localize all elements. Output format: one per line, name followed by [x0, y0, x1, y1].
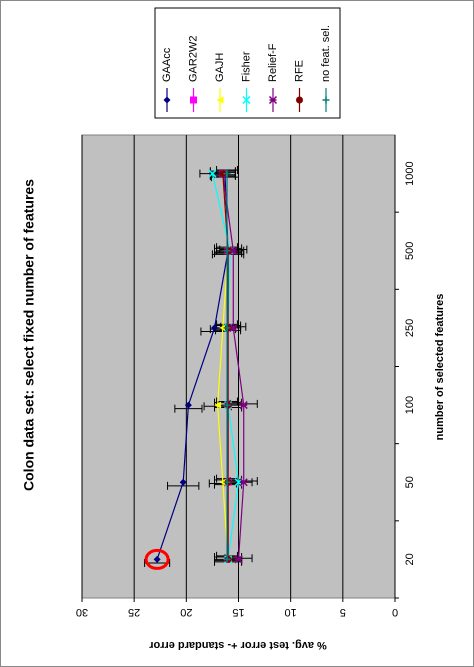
legend-label: GAJH — [214, 53, 226, 82]
y-tick-label: 5 — [340, 606, 346, 618]
x-tick-label: 250 — [404, 319, 416, 337]
marker — [223, 555, 231, 563]
legend-label: no feat. sel. — [320, 25, 332, 82]
highlight-circle — [144, 548, 170, 570]
marker — [190, 96, 197, 104]
marker — [219, 324, 227, 332]
y-tick-label: 20 — [180, 606, 192, 618]
y-tick-label: 25 — [128, 606, 140, 618]
marker — [208, 169, 217, 178]
y-tick-label: 15 — [232, 606, 244, 618]
series-line — [222, 173, 245, 560]
x-tick-label: 500 — [404, 242, 416, 260]
legend-box — [154, 7, 341, 119]
y-axis-title: % avg. test error +- standard error — [148, 639, 326, 651]
x-tick-label: 100 — [404, 396, 416, 414]
marker — [153, 555, 161, 563]
marker — [223, 478, 231, 486]
marker — [179, 478, 187, 486]
rotated-chart: Colon data set: select fixed number of f… — [21, 7, 446, 651]
marker — [234, 555, 243, 564]
x-tick-label: 20 — [404, 553, 416, 565]
error-bar — [167, 481, 200, 490]
marker — [268, 95, 278, 105]
legend-label: RFE — [293, 60, 305, 82]
marker — [219, 478, 227, 486]
legend-label: Relief-F — [267, 43, 279, 82]
x-tick-label: 50 — [404, 476, 416, 488]
marker — [242, 95, 251, 105]
chart-title: Colon data set: select fixed number of f… — [21, 179, 37, 491]
legend-label: GAR2W2 — [187, 36, 199, 82]
marker — [219, 170, 227, 178]
marker — [216, 96, 224, 104]
marker — [214, 401, 222, 409]
marker — [239, 401, 248, 410]
marker — [223, 324, 231, 332]
y-tick-label: 0 — [392, 606, 398, 618]
error-bar — [144, 559, 171, 568]
y-tick-label: 30 — [76, 606, 88, 618]
y-tick-label: 10 — [285, 606, 297, 618]
marker — [322, 96, 330, 104]
marker — [296, 96, 303, 104]
marker — [223, 170, 231, 178]
marker — [211, 324, 219, 332]
marker — [163, 96, 171, 104]
x-tick-label: 1000 — [404, 161, 416, 185]
marker — [239, 478, 248, 487]
x-axis-title: number of selected features — [434, 294, 446, 441]
marker — [223, 401, 231, 409]
legend-label: Fisher — [240, 51, 252, 82]
marker — [223, 247, 231, 255]
marker — [184, 401, 192, 409]
legend-label: GAAcc — [161, 47, 173, 82]
